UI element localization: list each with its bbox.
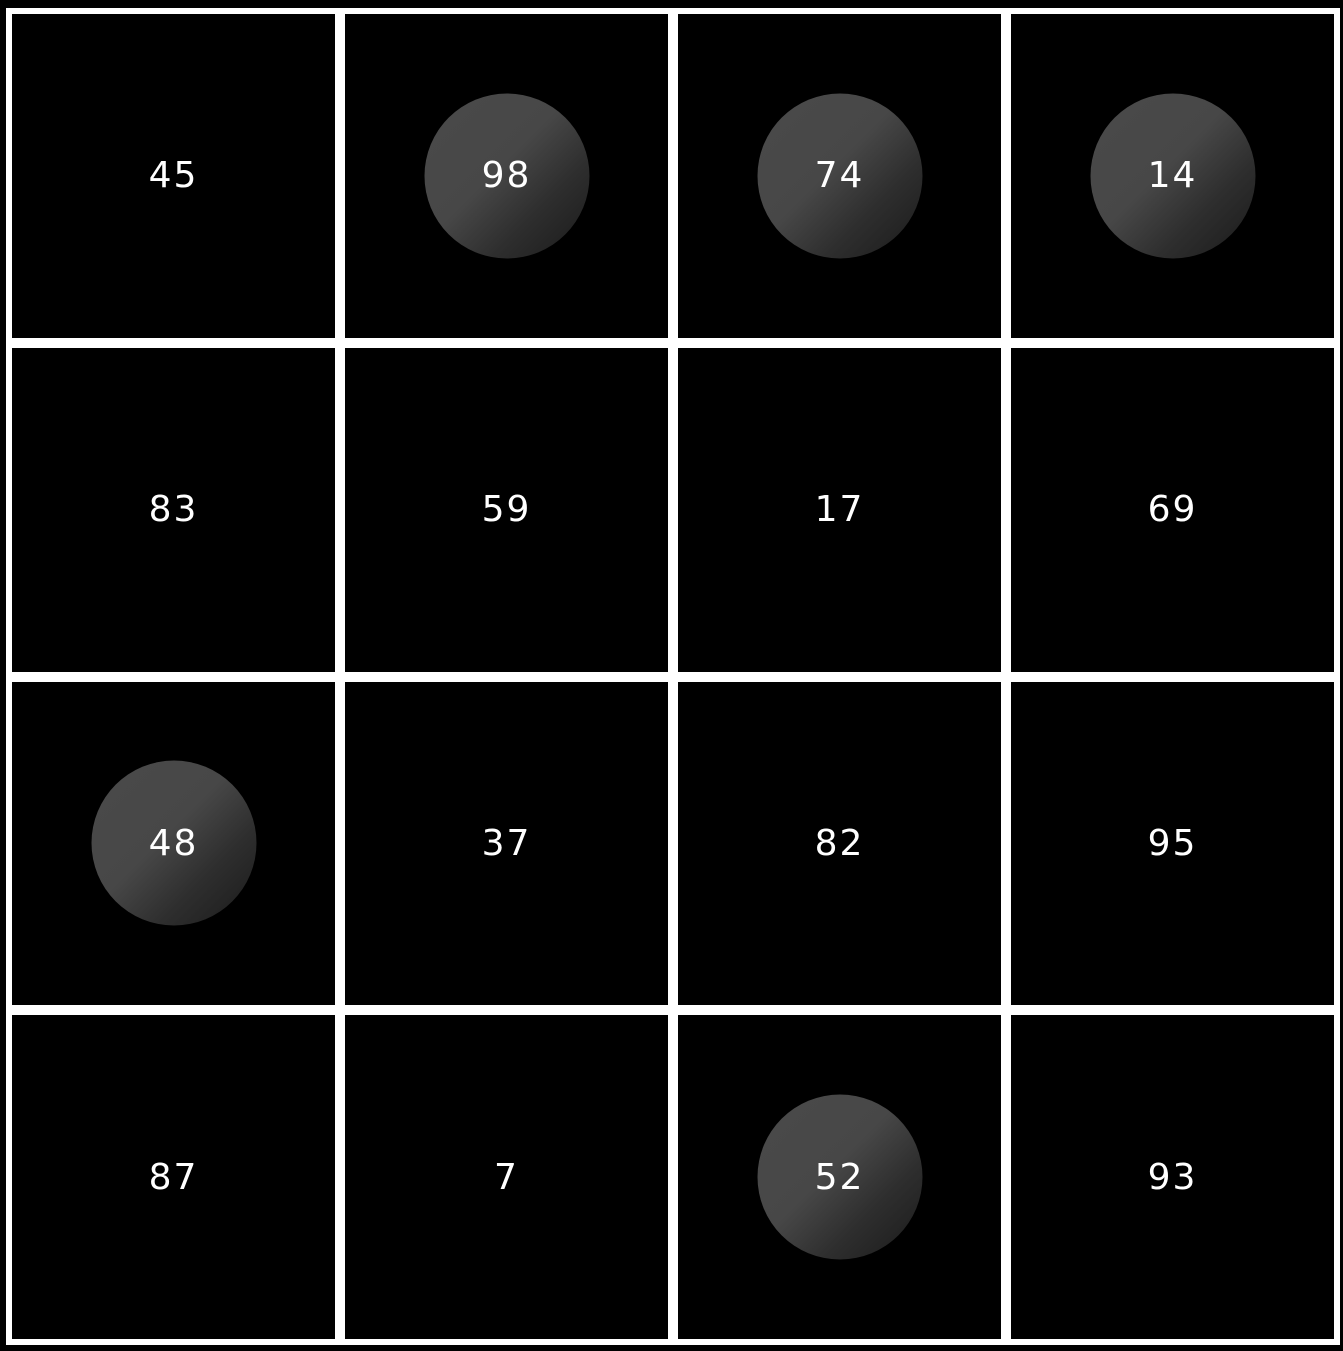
cell-number: 74: [814, 155, 865, 197]
cell-number: 95: [1147, 822, 1198, 864]
board-cell-r3-c4[interactable]: 95: [1011, 681, 1334, 1006]
board-cell-r3-c3[interactable]: 82: [678, 681, 1001, 1006]
marker-stone-icon: [757, 1094, 922, 1260]
board-cell-r2-c3[interactable]: 17: [678, 347, 1001, 672]
board-cell-r1-c2[interactable]: 98: [345, 14, 668, 338]
cell-number: 59: [481, 489, 532, 531]
cell-number: 82: [814, 822, 865, 864]
cell-number: 83: [148, 489, 199, 531]
game-board: 45 98 74 14 83 59 17 69 48 37 82 95 87 7…: [6, 8, 1340, 1345]
cell-number: 52: [814, 1156, 865, 1198]
marker-stone-icon: [1090, 93, 1255, 259]
cell-number: 87: [148, 1156, 199, 1198]
cell-number: 93: [1147, 1156, 1198, 1198]
board-cell-r3-c2[interactable]: 37: [345, 681, 668, 1006]
cell-number: 69: [1147, 489, 1198, 531]
cell-number: 48: [148, 822, 199, 864]
cell-number: 45: [148, 155, 199, 197]
cell-number: 17: [814, 489, 865, 531]
cell-number: 98: [481, 155, 532, 197]
board-cell-r3-c1[interactable]: 48: [12, 681, 335, 1006]
board-cell-r2-c4[interactable]: 69: [1011, 347, 1334, 672]
board-cell-r4-c3[interactable]: 52: [678, 1015, 1001, 1339]
board-cell-r1-c3[interactable]: 74: [678, 14, 1001, 338]
marker-stone-icon: [91, 760, 256, 926]
board-cell-r4-c1[interactable]: 87: [12, 1015, 335, 1339]
board-cell-r2-c1[interactable]: 83: [12, 347, 335, 672]
cell-number: 7: [494, 1156, 519, 1198]
board-cell-r2-c2[interactable]: 59: [345, 347, 668, 672]
board-cell-r4-c4[interactable]: 93: [1011, 1015, 1334, 1339]
board-cell-r1-c4[interactable]: 14: [1011, 14, 1334, 338]
marker-stone-icon: [757, 93, 922, 259]
board-cell-r1-c1[interactable]: 45: [12, 14, 335, 338]
cell-number: 14: [1147, 155, 1198, 197]
board-cell-r4-c2[interactable]: 7: [345, 1015, 668, 1339]
cell-number: 37: [481, 822, 532, 864]
marker-stone-icon: [424, 93, 589, 259]
